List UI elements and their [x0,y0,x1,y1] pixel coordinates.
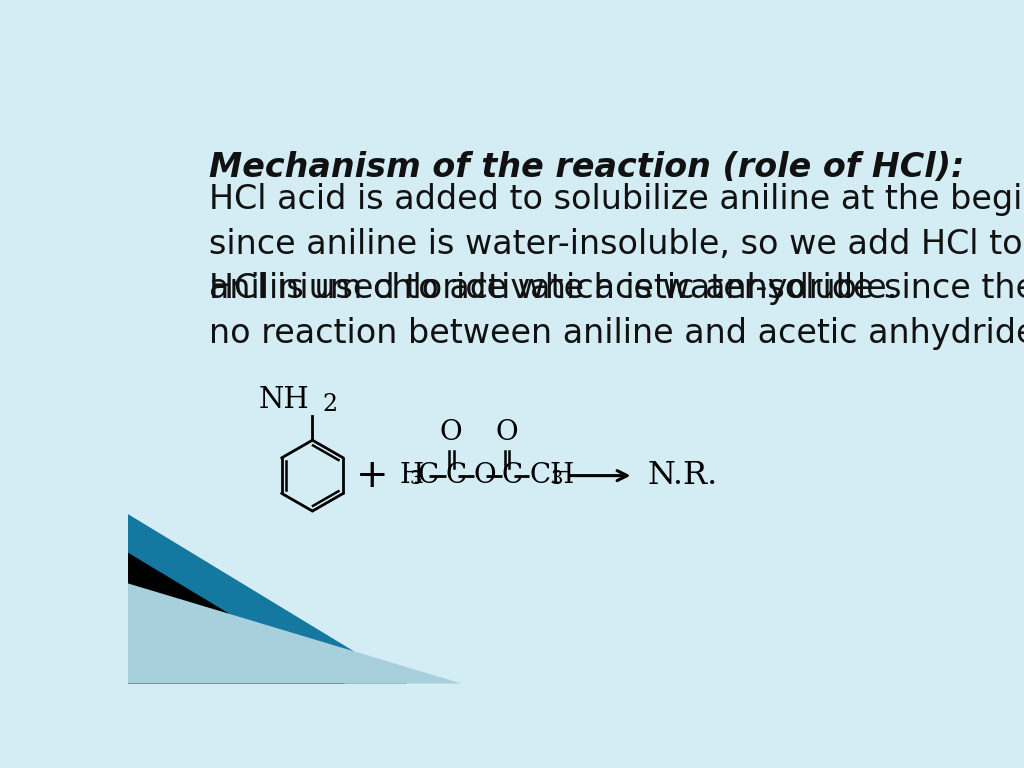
Polygon shape [128,553,345,684]
Text: HCl is used to activate acetic anhydride since there is
no reaction between anil: HCl is used to activate acetic anhydride… [209,273,1024,350]
Text: C: C [502,462,522,489]
Text: O: O [440,419,463,446]
Polygon shape [128,584,461,684]
Text: N.R.: N.R. [647,460,718,491]
Text: CH: CH [529,462,574,489]
Text: 3: 3 [410,471,422,488]
Text: HCl acid is added to solubilize aniline at the beginning
since aniline is water-: HCl acid is added to solubilize aniline … [209,183,1024,306]
Polygon shape [128,514,407,684]
Text: O: O [474,462,497,489]
Text: H: H [399,462,423,489]
Text: Mechanism of the reaction (role of HCl):: Mechanism of the reaction (role of HCl): [209,151,965,184]
Text: O: O [496,419,518,446]
Text: 2: 2 [323,393,338,416]
Text: C: C [417,462,438,489]
Text: +: + [355,457,388,495]
Text: NH: NH [259,386,309,414]
Text: C: C [445,462,467,489]
Text: 3: 3 [550,471,563,488]
